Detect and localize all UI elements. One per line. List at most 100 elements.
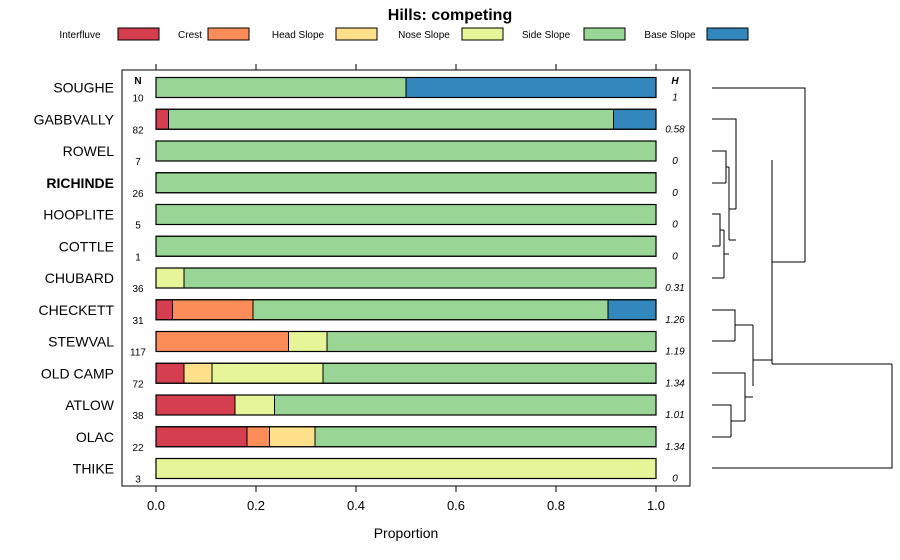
bar-segment-gabbvally-side-slope xyxy=(168,108,614,130)
x-tick-label-4: 0.8 xyxy=(547,498,565,513)
bar-row-cottle xyxy=(155,235,657,257)
bar-segment-old-camp-interfluve xyxy=(155,362,185,384)
bar-segment-old-camp-side-slope xyxy=(322,362,657,384)
n-value-stewval: 117 xyxy=(130,348,146,359)
bar-row-atlow xyxy=(155,394,657,416)
dendrogram-branch-25 xyxy=(712,404,732,437)
dendrogram-branch-13 xyxy=(712,213,721,246)
dendrogram-branch-0 xyxy=(712,87,806,175)
x-axis-label: Proportion xyxy=(374,525,439,541)
chart-title: Hills: competing xyxy=(388,7,512,24)
h-value-old-camp: 1.34 xyxy=(665,378,685,389)
n-value-checkett: 31 xyxy=(132,316,144,327)
plot-frame xyxy=(121,69,691,487)
h-value-richinde: 0 xyxy=(672,188,678,199)
n-value-olac: 22 xyxy=(132,443,144,454)
bar-row-olac xyxy=(155,426,657,448)
n-value-thike: 3 xyxy=(135,475,141,486)
bar-segment-soughe-base-slope xyxy=(405,77,657,98)
bar-segment-rowel-side-slope xyxy=(155,140,657,162)
bar-segment-olac-interfluve xyxy=(155,426,248,448)
bar-outline-richinde xyxy=(155,172,657,194)
h-column-header: H xyxy=(671,76,679,87)
n-value-rowel: 7 xyxy=(135,157,141,168)
bar-segment-checkett-side-slope xyxy=(252,299,609,321)
bar-segment-checkett-base-slope xyxy=(607,299,657,321)
bar-outline-olac xyxy=(155,426,657,448)
legend-label-nose-slope: Nose Slope xyxy=(398,30,450,41)
bar-row-soughe xyxy=(155,76,657,99)
category-labels: SOUGHE 10 1 GABBVALLY 82 0.58 ROWEL 7 0 RICHINDE 2… xyxy=(34,80,686,486)
bar-row-old-camp xyxy=(155,362,657,384)
dendrogram-branch-24 xyxy=(712,372,746,421)
legend-label-head-slope: Head Slope xyxy=(272,30,325,41)
bar-segment-old-camp-head-slope xyxy=(183,362,213,384)
bar-segment-atlow-side-slope xyxy=(274,394,657,416)
legend-label-base-slope: Base Slope xyxy=(644,30,696,41)
h-value-gabbvally: 0.58 xyxy=(665,124,685,135)
legend-swatch-base-slope xyxy=(706,27,749,41)
legend-swatch-crest xyxy=(207,27,250,41)
legend-swatch-side-slope xyxy=(583,27,626,41)
bar-segment-soughe-side-slope xyxy=(155,77,407,98)
n-value-chubard: 36 xyxy=(132,284,144,295)
legend-label-interfluve: Interfluve xyxy=(59,30,101,41)
bar-segment-chubard-side-slope xyxy=(183,267,657,289)
category-label-rowel: ROWEL xyxy=(63,143,115,159)
n-column-header: N xyxy=(134,76,141,87)
h-value-checkett: 1.26 xyxy=(665,315,685,326)
x-tick-label-0: 0.0 xyxy=(147,498,165,513)
category-label-gabbvally: GABBVALLY xyxy=(34,111,115,127)
n-value-gabbvally: 82 xyxy=(132,125,144,136)
bar-segment-stewval-crest xyxy=(155,331,289,352)
bar-outline-gabbvally xyxy=(155,108,657,130)
bar-outline-soughe xyxy=(155,76,657,99)
n-value-hooplite: 5 xyxy=(135,221,141,232)
n-value-old-camp: 72 xyxy=(132,379,144,390)
x-tick-label-3: 0.6 xyxy=(447,498,465,513)
bar-segment-gabbvally-base-slope xyxy=(613,108,657,130)
bar-segment-richinde-side-slope xyxy=(155,172,657,194)
bar-outline-stewval xyxy=(155,330,657,353)
n-value-cottle: 1 xyxy=(135,252,141,263)
bar-outline-checkett xyxy=(155,299,657,321)
legend: Interfluve Crest Head Slope Nose Slope Side … xyxy=(59,27,749,41)
dendrogram-branch-6 xyxy=(712,118,737,160)
h-value-cottle: 0 xyxy=(672,251,678,262)
bar-outline-thike xyxy=(155,457,657,480)
bar-segment-gabbvally-interfluve xyxy=(155,108,169,130)
category-label-stewval: STEWVAL xyxy=(48,334,114,350)
category-label-chubard: CHUBARD xyxy=(45,270,114,286)
bar-segment-checkett-crest xyxy=(172,299,254,321)
bar-outline-rowel xyxy=(155,140,657,162)
h-value-stewval: 1.19 xyxy=(665,347,685,358)
h-value-olac: 1.34 xyxy=(665,442,685,453)
category-label-richinde: RICHINDE xyxy=(46,175,114,191)
legend-swatch-head-slope xyxy=(335,27,378,41)
bar-segment-hooplite-side-slope xyxy=(155,204,657,225)
category-label-cottle: COTTLE xyxy=(59,238,114,254)
bar-row-hooplite xyxy=(155,203,657,226)
h-value-atlow: 1.01 xyxy=(665,410,684,421)
bar-segment-atlow-nose-slope xyxy=(234,394,275,416)
legend-swatch-nose-slope xyxy=(461,27,504,41)
bar-row-chubard xyxy=(155,267,657,289)
legend-swatch-interfluve xyxy=(117,27,160,41)
legend-label-side-slope: Side Slope xyxy=(522,30,571,41)
n-value-atlow: 38 xyxy=(132,411,144,422)
h-value-chubard: 0.31 xyxy=(665,283,684,294)
category-label-soughe: SOUGHE xyxy=(53,80,114,96)
bar-row-rowel xyxy=(155,140,657,162)
h-value-rowel: 0 xyxy=(672,156,678,167)
bar-segment-olac-crest xyxy=(246,426,270,448)
bar-outline-chubard xyxy=(155,267,657,289)
dendrogram xyxy=(712,87,893,469)
bar-row-richinde xyxy=(155,172,657,194)
x-tick-label-2: 0.4 xyxy=(347,498,365,513)
x-tick-label-1: 0.2 xyxy=(247,498,265,513)
category-label-old-camp: OLD CAMP xyxy=(41,365,114,381)
bar-segment-chubard-nose-slope xyxy=(155,267,185,289)
n-value-soughe: 10 xyxy=(132,94,144,105)
bar-segment-stewval-nose-slope xyxy=(288,331,328,352)
